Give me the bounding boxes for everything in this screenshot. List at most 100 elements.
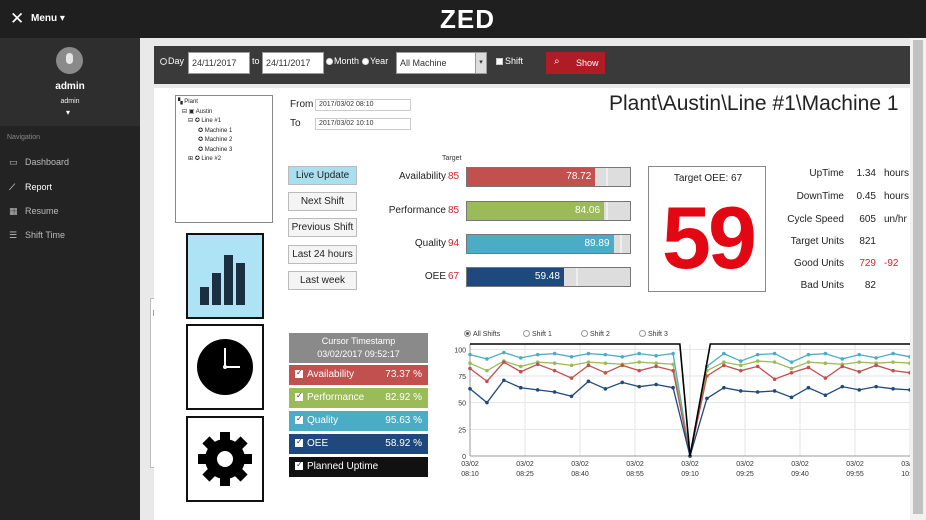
last-24-hours-button[interactable]: Last 24 hours xyxy=(288,245,357,264)
metric-bar-value: 59.48 xyxy=(534,271,560,282)
x-tick-label: 03/02 xyxy=(736,461,754,468)
data-point xyxy=(840,364,845,369)
data-point xyxy=(840,384,845,389)
shift-checkbox[interactable]: Shift xyxy=(496,56,523,66)
tree-node[interactable]: ⊟ ▣ Austin xyxy=(182,108,213,115)
filter-bar: Day 24/11/2017 to 24/11/2017 Month Year … xyxy=(154,46,919,84)
metric-bar-value: 89.89 xyxy=(584,238,610,249)
shift-option-label: Shift 1 xyxy=(532,331,552,338)
data-point xyxy=(552,361,557,365)
tree-node[interactable]: ✪ Machine 3 xyxy=(198,146,233,153)
tree-node[interactable]: ✪ Machine 1 xyxy=(198,127,233,134)
data-point xyxy=(857,369,862,374)
history-tile[interactable] xyxy=(186,324,264,410)
show-button[interactable]: ⌕ Show xyxy=(546,52,605,74)
shift-option[interactable]: All Shifts xyxy=(464,330,500,338)
data-point xyxy=(755,352,760,357)
scrollbar-thumb[interactable] xyxy=(913,40,923,514)
shift-option[interactable]: Shift 3 xyxy=(639,330,668,338)
data-point xyxy=(485,368,489,373)
x-tick-label: 03/02 xyxy=(791,461,809,468)
chevron-down-icon[interactable]: ▾ xyxy=(66,108,71,117)
from-datetime-input[interactable]: 2017/03/02 08:10 xyxy=(315,99,411,111)
menu-button[interactable]: Menu ▾ xyxy=(31,13,65,24)
date-to-input[interactable]: 24/11/2017 xyxy=(262,52,324,74)
shift-label: Shift xyxy=(505,56,524,66)
sidebar-item-label: Report xyxy=(25,182,53,192)
stat-value: 1.34 xyxy=(856,168,876,179)
shift-option[interactable]: Shift 1 xyxy=(523,330,552,338)
metric-target: 85 xyxy=(448,205,460,216)
data-point xyxy=(722,385,726,390)
month-radio[interactable]: Month xyxy=(326,56,359,66)
radio-icon xyxy=(523,330,530,337)
day-radio[interactable]: Day xyxy=(160,56,184,66)
data-point xyxy=(518,385,523,390)
legend-value: 58.92 % xyxy=(385,438,422,449)
metric-target: 67 xyxy=(448,271,460,282)
shift-option[interactable]: Shift 2 xyxy=(581,330,610,338)
tree-node[interactable]: ⊞ ✪ Line #2 xyxy=(188,156,222,162)
legend-row[interactable]: Availability 73.37 % xyxy=(289,365,428,385)
sidebar-item-report[interactable]: ⟋ Report xyxy=(9,182,52,193)
metric-target: 94 xyxy=(448,238,460,249)
live-update-button[interactable]: Live Update xyxy=(288,166,357,185)
machine-report-panel: ▚ Plant ⊟ ▣ Austin ⊟ ✪ Line #1 ✪ Machine… xyxy=(154,88,919,520)
sidebar-item-shift-time[interactable]: ☰ Shift Time xyxy=(9,230,65,241)
metric-bar-fill: 78.72 xyxy=(467,168,596,186)
data-point xyxy=(586,379,591,384)
data-point xyxy=(671,351,675,356)
data-point xyxy=(468,366,472,371)
data-point xyxy=(620,363,625,368)
legend-row[interactable]: Quality 95.63 % xyxy=(289,411,428,431)
checkbox-icon[interactable] xyxy=(295,460,303,470)
trend-chart-svg[interactable]: 0 25 50 75 100 03/02 08:10 03/02 08:25 03/02 08:40… xyxy=(440,340,916,518)
machine-select[interactable]: All Machine ▾ xyxy=(396,52,487,74)
previous-shift-button[interactable]: Previous Shift xyxy=(288,218,357,237)
settings-tile[interactable] xyxy=(186,416,264,502)
tree-node[interactable]: ⊟ ✪ Line #1 xyxy=(188,118,222,124)
metric-bar-value: 78.72 xyxy=(566,171,592,182)
last-week-button[interactable]: Last week xyxy=(288,271,357,290)
close-icon[interactable]: ✕ xyxy=(10,9,25,28)
data-point xyxy=(891,360,895,364)
checkbox-icon[interactable] xyxy=(295,414,303,424)
legend-row[interactable]: OEE 58.92 % xyxy=(289,434,428,454)
data-point xyxy=(874,356,878,360)
scrollbar[interactable] xyxy=(910,38,926,520)
next-shift-button[interactable]: Next Shift xyxy=(288,192,357,211)
year-radio[interactable]: Year xyxy=(362,56,388,66)
x-tick-label: 09:10 xyxy=(681,471,699,478)
x-tick-label: 03/02 xyxy=(461,461,479,468)
checkbox-icon[interactable] xyxy=(295,391,303,401)
tree-node[interactable]: ✪ Machine 2 xyxy=(198,137,233,143)
legend-name: OEE xyxy=(307,438,329,449)
date-from-input[interactable]: 24/11/2017 xyxy=(188,52,250,74)
radio-icon xyxy=(581,330,588,337)
data-point xyxy=(738,359,743,363)
metric-bar-value: 84.06 xyxy=(574,205,601,216)
metric-target-marker xyxy=(605,168,608,186)
checkbox-icon[interactable] xyxy=(295,437,303,447)
x-tick-label: 08:40 xyxy=(571,471,589,478)
legend-name: Planned Uptime xyxy=(307,461,379,472)
metric-bar: 59.48 xyxy=(466,267,631,287)
legend-row[interactable]: Performance 82.92 % xyxy=(289,388,428,408)
user-profile: admin admin ▾ xyxy=(0,38,140,126)
data-point xyxy=(518,356,523,360)
x-tick-label: 03/02 xyxy=(516,461,534,468)
top-bar: ✕ Menu ▾ ZED xyxy=(0,0,926,38)
data-point xyxy=(772,389,777,393)
checkbox-icon[interactable] xyxy=(295,368,303,378)
sidebar-item-resume[interactable]: ▦ Resume xyxy=(9,206,59,217)
data-point xyxy=(823,393,828,397)
to-datetime-input[interactable]: 2017/03/02 10:10 xyxy=(315,118,411,130)
report-tile[interactable] xyxy=(186,233,264,319)
sidebar-item-dashboard[interactable]: ▭ Dashboard xyxy=(9,157,69,168)
legend-name: Quality xyxy=(307,415,339,426)
data-point xyxy=(722,351,726,356)
legend-row[interactable]: Planned Uptime xyxy=(289,457,428,477)
data-point xyxy=(755,359,760,363)
dropdown-arrow-icon[interactable]: ▾ xyxy=(475,53,486,73)
tree-node[interactable]: ▚ Plant xyxy=(178,99,198,105)
